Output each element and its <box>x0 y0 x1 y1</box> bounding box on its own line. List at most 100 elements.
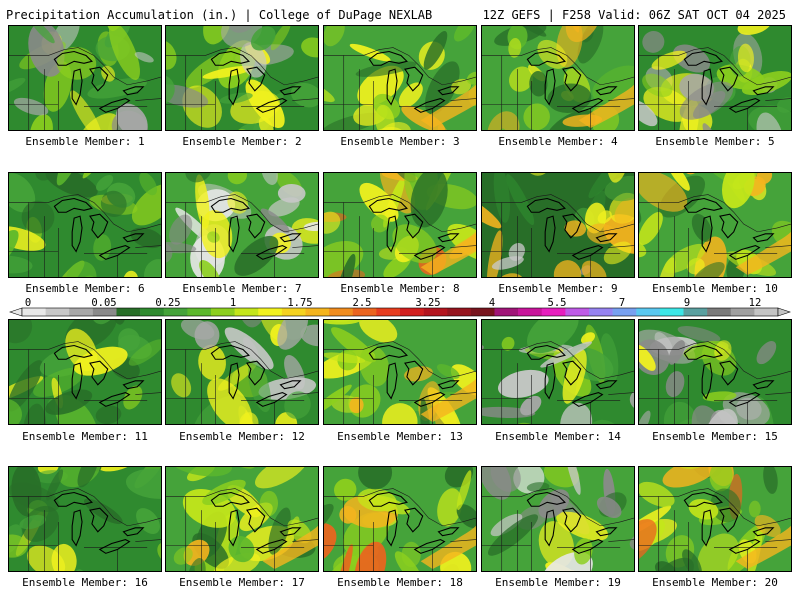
precip-contour <box>398 82 423 108</box>
ensemble-member-label: Ensemble Member: 7 <box>182 282 302 295</box>
precip-contour <box>748 500 761 518</box>
precip-contour <box>498 369 549 398</box>
great-lake-outline <box>122 527 145 537</box>
great-lake-outline <box>404 360 424 386</box>
precip-contour <box>691 213 712 242</box>
scale-color-bin <box>447 308 472 316</box>
great-lake-outline <box>719 213 739 239</box>
precip-contour <box>255 467 308 489</box>
great-lake-outline <box>255 392 288 407</box>
great-lake-outline <box>122 86 145 96</box>
precip-contour <box>134 51 154 63</box>
scale-color-bin <box>163 308 188 316</box>
great-lake-outline <box>562 360 582 386</box>
great-lake-outline <box>368 344 408 360</box>
precip-contour <box>663 401 697 424</box>
great-lake-outline <box>701 215 713 253</box>
great-lake-outline <box>752 86 775 96</box>
scale-color-bin <box>305 308 330 316</box>
precip-contour <box>523 103 550 130</box>
precip-map <box>166 173 318 277</box>
precip-map <box>324 173 476 277</box>
precip-contour <box>9 398 22 424</box>
precip-contour <box>324 211 341 234</box>
great-lake-outline <box>279 527 302 537</box>
state-border <box>324 47 476 86</box>
precip-contour <box>639 481 675 508</box>
precip-contour <box>291 218 318 244</box>
scale-color-bin <box>612 308 637 316</box>
great-lake-outline <box>544 68 556 106</box>
great-lake-outline <box>228 68 240 106</box>
precip-contour <box>130 227 161 249</box>
great-lake-outline <box>279 380 302 390</box>
precip-contour <box>404 366 433 382</box>
ensemble-member-label: Ensemble Member: 15 <box>652 430 778 443</box>
great-lake-outline <box>368 50 408 66</box>
precip-map <box>482 26 634 130</box>
precip-map <box>166 26 318 130</box>
precip-contour <box>33 367 85 398</box>
precip-map <box>482 320 634 424</box>
precip-contour <box>9 320 33 344</box>
precip-contour <box>709 467 733 492</box>
scale-tick-label: 5.5 <box>548 297 567 309</box>
scale-tick-label: 3.25 <box>415 297 440 309</box>
precip-contour <box>349 43 391 62</box>
great-lake-outline <box>246 507 266 533</box>
precip-contour <box>28 26 65 77</box>
state-border <box>135 245 161 248</box>
great-lake-outline <box>89 66 109 92</box>
precip-contour <box>737 26 772 35</box>
great-lake-outline <box>413 245 446 260</box>
precip-contour <box>562 349 587 404</box>
great-lake-outline <box>279 86 302 96</box>
great-lake-outline <box>53 50 93 66</box>
state-border <box>765 539 791 542</box>
precip-contour <box>639 212 663 246</box>
precip-contour <box>21 200 55 234</box>
great-lake-outline <box>89 360 109 386</box>
precip-contour <box>453 26 476 42</box>
ensemble-member-map <box>638 466 792 572</box>
scale-color-bin <box>636 308 661 316</box>
great-lake-outline <box>728 392 761 407</box>
great-lake-outline <box>752 380 775 390</box>
precip-contour <box>198 344 226 380</box>
ensemble-member-map <box>8 25 162 131</box>
great-lake-outline <box>228 215 240 253</box>
precip-contour <box>261 173 278 185</box>
great-lake-outline <box>53 344 93 360</box>
precip-contour <box>509 66 534 92</box>
precip-contour <box>501 336 515 351</box>
great-lake-outline <box>683 344 723 360</box>
precip-map <box>639 467 791 571</box>
great-lake-outline <box>386 509 398 547</box>
precip-contour <box>324 503 334 542</box>
precip-contour <box>30 114 53 130</box>
ensemble-member-map <box>481 466 635 572</box>
state-border <box>639 194 791 233</box>
precip-contour <box>19 514 46 530</box>
great-lake-outline <box>719 507 739 533</box>
precip-contour <box>96 175 114 191</box>
precip-contour <box>77 467 99 488</box>
precip-contour <box>487 111 520 130</box>
state-border <box>765 392 791 395</box>
state-border <box>9 47 161 86</box>
great-lake-outline <box>595 527 618 537</box>
great-lake-outline <box>279 233 302 243</box>
great-lake-outline <box>526 344 566 360</box>
state-border <box>135 392 161 395</box>
ensemble-member-label: Ensemble Member: 19 <box>495 576 621 589</box>
great-lake-outline <box>595 86 618 96</box>
precip-contour <box>45 389 93 415</box>
great-lake-outline <box>53 491 93 507</box>
precip-contour <box>349 397 364 414</box>
ensemble-member-map <box>8 466 162 572</box>
precip-contour <box>56 173 84 186</box>
great-lake-outline <box>228 362 240 400</box>
ensemble-member-label: Ensemble Member: 10 <box>652 282 778 295</box>
scale-color-bin <box>683 308 708 316</box>
precip-contour <box>547 83 592 113</box>
